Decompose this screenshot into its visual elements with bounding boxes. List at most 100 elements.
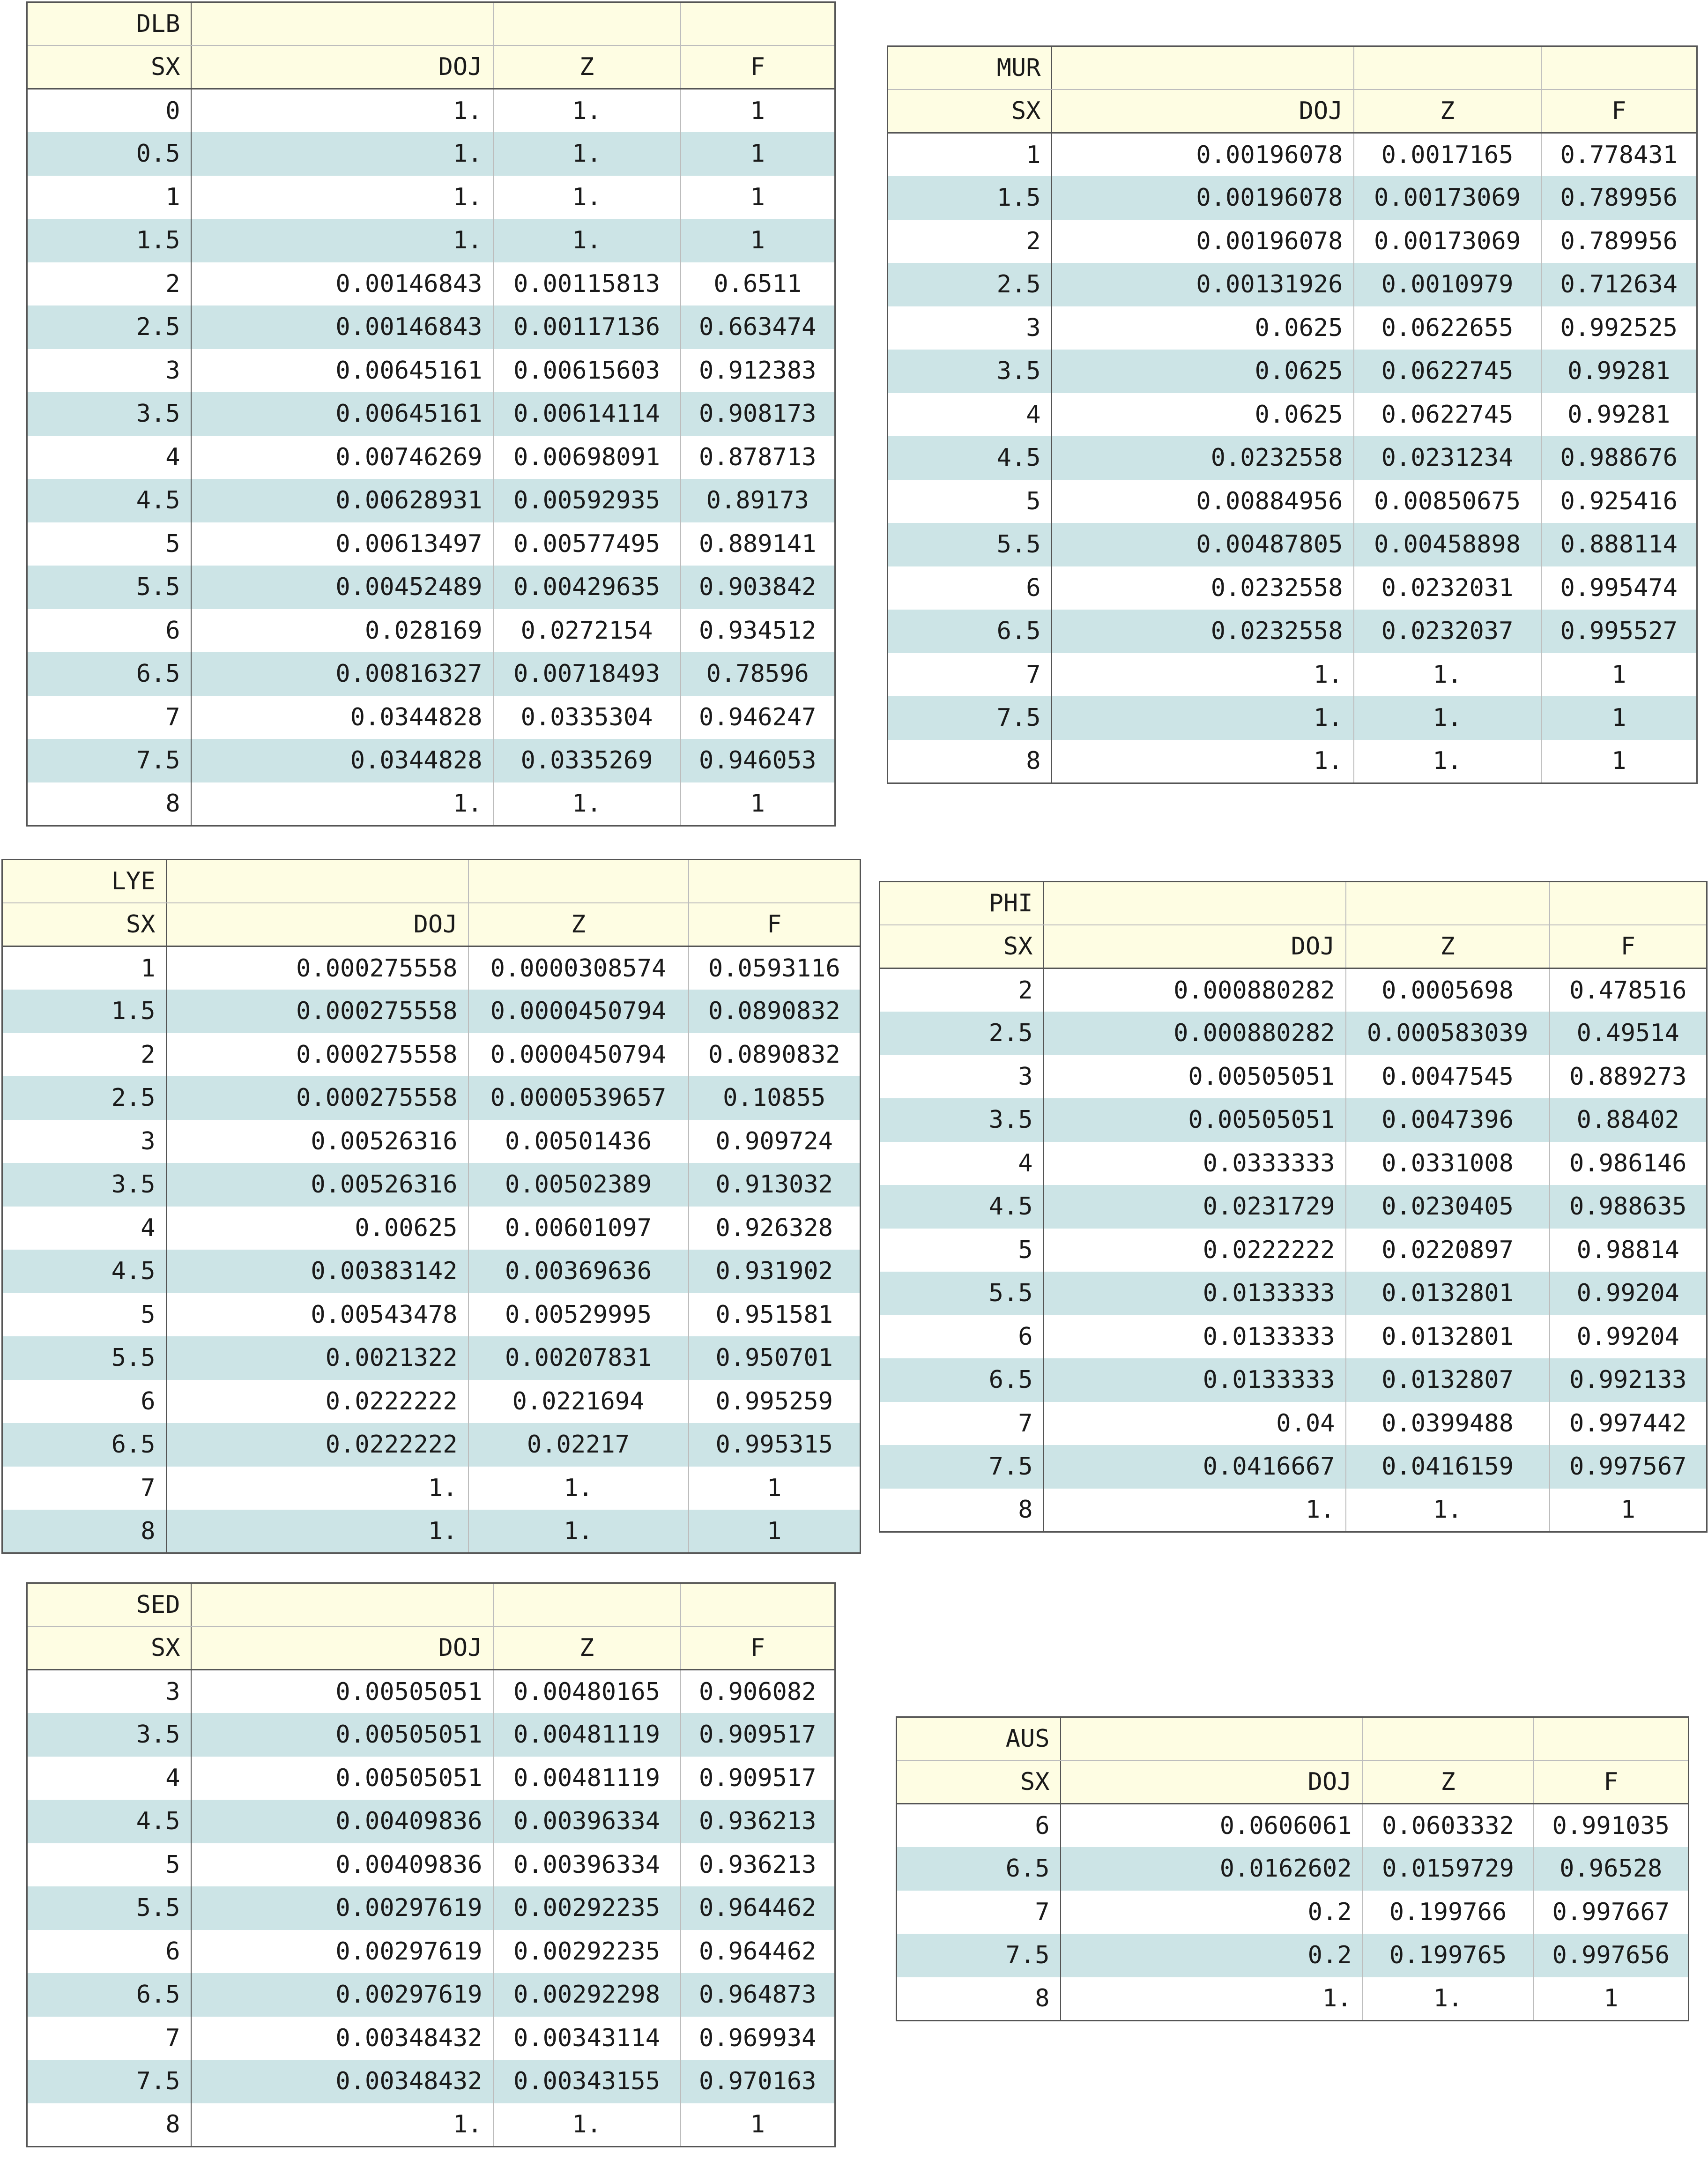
cell-z: 0.199765 — [1362, 1934, 1534, 1977]
cell-z: 0.0622655 — [1353, 306, 1542, 350]
cell-f: 0.913032 — [688, 1163, 861, 1207]
table-row: 7 1. 1. 1 — [1, 1466, 861, 1510]
cell-f: 0.964873 — [680, 1973, 836, 2017]
cell-z: 0.0232031 — [1353, 566, 1542, 610]
table-row: 6 0.0133333 0.0132801 0.99204 — [879, 1315, 1708, 1358]
cell-f: 0.992133 — [1549, 1358, 1708, 1402]
cell-f: 0.995259 — [688, 1379, 861, 1423]
table-name: AUS — [896, 1717, 1061, 1761]
cell-sx: 7 — [26, 2016, 192, 2060]
cell-sx: 4.5 — [879, 1185, 1044, 1229]
cell-doj: 0.00348432 — [190, 2016, 494, 2060]
cell-z: 0.00207831 — [468, 1336, 689, 1380]
cell-sx: 2.5 — [887, 263, 1052, 306]
column-header: DOJ — [1051, 89, 1354, 134]
table-row: 6.5 0.0162602 0.0159729 0.96528 — [896, 1847, 1689, 1891]
cell-z: 0.000583039 — [1345, 1012, 1550, 1055]
cell-sx: 2 — [26, 262, 192, 305]
cell-doj: 0.000275558 — [165, 1076, 469, 1120]
cell-doj: 0.0344828 — [190, 739, 494, 782]
cell-z: 1. — [492, 219, 681, 262]
cell-z: 0.00429635 — [492, 566, 681, 609]
table-row: 4 0.00746269 0.00698091 0.878713 — [26, 435, 836, 479]
cell-z: 1. — [492, 89, 681, 132]
cell-sx: 3 — [26, 349, 192, 392]
table-row: 8 1. 1. 1 — [26, 782, 836, 826]
cell-f: 0.995315 — [688, 1423, 861, 1467]
cell-z: 0.00529995 — [468, 1293, 689, 1336]
table-name: SED — [26, 1583, 192, 1627]
cell-z: 0.00481119 — [492, 1756, 681, 1800]
cell-sx: 6 — [879, 1315, 1044, 1358]
table-row: 3 0.00526316 0.00501436 0.909724 — [1, 1119, 861, 1163]
cell-sx: 1.5 — [1, 990, 167, 1033]
cell-z: 0.0000450794 — [468, 990, 689, 1033]
cell-sx: 7 — [896, 1890, 1061, 1934]
table-row: 5 0.0222222 0.0220897 0.98814 — [879, 1228, 1708, 1272]
cell-z: 1. — [1362, 1977, 1534, 2020]
cell-doj: 0.0133333 — [1043, 1272, 1346, 1315]
cell-sx: 2 — [1, 1033, 167, 1076]
cell-doj: 0.00505051 — [1043, 1098, 1346, 1142]
cell-sx: 0 — [26, 89, 192, 132]
cell-sx: 3.5 — [887, 350, 1052, 393]
cell-z: 0.0232037 — [1353, 610, 1542, 653]
table-name-row: DLB — [26, 2, 836, 46]
cell-doj: 0.0232558 — [1051, 610, 1354, 653]
table-row: 5.5 0.00487805 0.00458898 0.888114 — [887, 523, 1698, 566]
cell-doj: 1. — [1051, 739, 1354, 783]
table-name: LYE — [1, 859, 167, 903]
cell-z: 0.00601097 — [468, 1206, 689, 1250]
table-row: 2.5 0.00131926 0.0010979 0.712634 — [887, 263, 1698, 306]
cell-sx: 2.5 — [26, 305, 192, 349]
column-header: F — [680, 45, 836, 89]
cell-doj: 1. — [190, 89, 494, 132]
cell-sx: 5 — [1, 1293, 167, 1336]
cell-doj: 1. — [1043, 1488, 1346, 1532]
empty-header-cell — [468, 859, 689, 903]
column-header-row: SX DOJ Z F — [26, 1626, 836, 1670]
cell-doj: 1. — [190, 132, 494, 176]
column-header: F — [1540, 89, 1698, 134]
cell-doj: 0.00487805 — [1051, 523, 1354, 566]
cell-z: 0.00292235 — [492, 1886, 681, 1930]
cell-z: 1. — [492, 782, 681, 826]
cell-doj: 0.000275558 — [165, 946, 469, 990]
column-header: Z — [468, 903, 689, 947]
cell-sx: 7.5 — [896, 1934, 1061, 1977]
cell-doj: 0.00505051 — [190, 1713, 494, 1757]
cell-z: 0.00343114 — [492, 2016, 681, 2060]
table-row: 7.5 0.0416667 0.0416159 0.997567 — [879, 1445, 1708, 1489]
cell-sx: 5.5 — [887, 523, 1052, 566]
table-row: 3.5 0.00645161 0.00614114 0.908173 — [26, 392, 836, 436]
table-row: 7.5 0.2 0.199765 0.997656 — [896, 1934, 1689, 1977]
cell-z: 0.00850675 — [1353, 479, 1542, 523]
table-row: 2.5 0.000880282 0.000583039 0.49514 — [879, 1012, 1708, 1055]
cell-sx: 6 — [26, 1930, 192, 1973]
cell-doj: 0.00383142 — [165, 1250, 469, 1293]
cell-f: 0.909724 — [688, 1119, 861, 1163]
cell-sx: 6.5 — [26, 1973, 192, 2017]
cell-sx: 1.5 — [26, 219, 192, 262]
cell-z: 0.0221694 — [468, 1379, 689, 1423]
table-row: 6.5 0.0133333 0.0132807 0.992133 — [879, 1358, 1708, 1402]
cell-sx: 0.5 — [26, 132, 192, 176]
cell-doj: 0.0222222 — [1043, 1228, 1346, 1272]
cell-z: 1. — [468, 1466, 689, 1510]
cell-z: 0.00173069 — [1353, 219, 1542, 263]
cell-z: 1. — [492, 2103, 681, 2146]
table-row: 5.5 0.00297619 0.00292235 0.964462 — [26, 1886, 836, 1930]
cell-f: 0.878713 — [680, 435, 836, 479]
table-row: 4.5 0.0232558 0.0231234 0.988676 — [887, 436, 1698, 480]
table-row: 3 0.00645161 0.00615603 0.912383 — [26, 349, 836, 392]
empty-header-cell — [165, 859, 469, 903]
cell-doj: 0.00297619 — [190, 1973, 494, 2017]
cell-doj: 0.000880282 — [1043, 968, 1346, 1012]
cell-f: 1 — [1540, 653, 1698, 696]
table-row: 6 0.0222222 0.0221694 0.995259 — [1, 1379, 861, 1423]
cell-f: 0.10855 — [688, 1076, 861, 1120]
cell-doj: 0.028169 — [190, 609, 494, 652]
table-sed: SED SX DOJ Z F 3 0.00505051 0.00480165 0.906082 3… — [26, 1582, 836, 2147]
cell-z: 0.0335304 — [492, 695, 681, 739]
column-header: Z — [492, 45, 681, 89]
